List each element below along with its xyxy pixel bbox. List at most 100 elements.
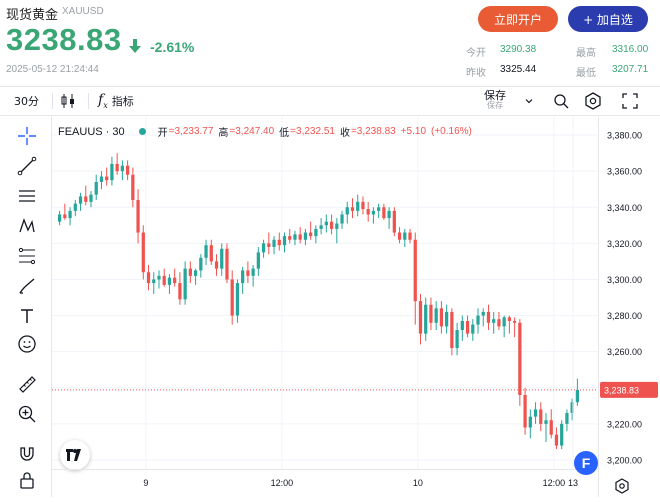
candle-body xyxy=(319,225,323,229)
last-price-label: 3,238.83 xyxy=(604,385,639,395)
assistant-badge[interactable]: F xyxy=(574,451,598,475)
low-label: 最低 xyxy=(576,68,596,79)
candlestick-plot[interactable] xyxy=(52,117,598,469)
x-tick-label: 10 xyxy=(413,478,423,488)
fib-retracement-icon[interactable] xyxy=(14,245,40,267)
zoom-in-icon[interactable] xyxy=(14,403,40,425)
candle-body xyxy=(361,201,365,210)
y-tick-label: 3,360.00 xyxy=(607,167,642,177)
candle-body xyxy=(105,176,109,181)
chevron-down-icon[interactable] xyxy=(524,87,534,115)
y-tick-label: 3,220.00 xyxy=(607,419,642,429)
candle-body xyxy=(183,268,187,300)
fullscreen-icon[interactable] xyxy=(622,87,638,115)
quote-header: 现货黄金 XAUUSD 3238.83 -2.61% 2025-05-12 21… xyxy=(0,0,660,84)
interval-button[interactable]: 30分 xyxy=(14,95,39,108)
y-tick-label: 3,300.00 xyxy=(607,275,642,285)
legend-close-label: 收 xyxy=(339,128,350,139)
text-tool-icon[interactable] xyxy=(14,305,40,327)
lock-drawings-icon[interactable] xyxy=(14,469,40,491)
candle-body xyxy=(152,279,156,284)
candle-body xyxy=(246,270,250,276)
function-icon: fx xyxy=(98,92,108,110)
candle-body xyxy=(528,416,532,428)
candle-body xyxy=(570,402,574,414)
candle-body xyxy=(492,319,496,323)
y-tick-label: 3,260.00 xyxy=(607,347,642,357)
legend-low-label: 低 xyxy=(279,128,290,139)
legend-close-value: =3,238.83 xyxy=(350,126,396,137)
candle-body xyxy=(539,409,543,424)
open-account-button[interactable]: 立即开户 xyxy=(478,6,558,32)
legend-high-label: 高 xyxy=(218,128,229,139)
ruler-icon[interactable] xyxy=(14,373,40,395)
candle-body xyxy=(214,261,219,269)
x-tick-label: 9 xyxy=(143,478,148,488)
candle-body xyxy=(418,301,423,334)
candle-body xyxy=(329,221,334,229)
y-tick-label: 3,280.00 xyxy=(607,311,642,321)
axis-settings-icon[interactable] xyxy=(614,478,630,498)
candle-body xyxy=(209,245,213,262)
candle-body xyxy=(293,234,297,240)
x-tick-label: 12:00 xyxy=(271,478,294,488)
y-tick-label: 3,380.00 xyxy=(607,131,642,141)
candle-body xyxy=(429,304,433,323)
candle-body xyxy=(199,257,203,271)
brush-icon[interactable] xyxy=(14,275,40,297)
candle-body xyxy=(314,228,318,237)
candle-body xyxy=(162,275,166,285)
today-open-label: 今开 xyxy=(466,48,486,59)
settings-icon[interactable] xyxy=(584,87,602,115)
candle-body xyxy=(366,209,370,215)
candle-body xyxy=(261,243,266,253)
price-axis[interactable]: 3,380.00 3,360.00 3,340.00 3,320.00 3,300.00… xyxy=(598,117,660,497)
y-tick-label: 3,340.00 xyxy=(607,203,642,213)
candle-body xyxy=(225,248,229,280)
horizontal-lines-icon[interactable] xyxy=(14,185,40,207)
candle-body xyxy=(204,245,208,258)
candle-body xyxy=(68,210,72,219)
time-axis[interactable]: 9 12:00 10 12:00 13 xyxy=(52,469,598,497)
save-button[interactable]: 保存 保存 xyxy=(484,87,506,115)
candle-body xyxy=(486,311,491,323)
add-watchlist-button[interactable]: + 加自选 xyxy=(568,6,648,32)
legend-open-label: 开 xyxy=(157,128,168,139)
magnet-icon[interactable] xyxy=(14,443,40,465)
indicators-button[interactable]: fx 指标 xyxy=(98,87,134,115)
candle-body xyxy=(125,165,130,175)
chart-toolbar: 30分 fx 指标 保存 保存 xyxy=(0,86,660,116)
candle-body xyxy=(136,200,140,233)
legend-change-pct: (+0.16%) xyxy=(431,126,472,137)
candle-type-icon[interactable] xyxy=(60,87,80,115)
candle-body xyxy=(554,434,559,446)
candle-body xyxy=(220,248,224,269)
arrow-down-icon xyxy=(128,38,142,58)
candle-body xyxy=(413,239,417,302)
tradingview-logo[interactable] xyxy=(60,440,90,470)
candle-body xyxy=(110,163,114,181)
candle-body xyxy=(303,232,308,240)
drawing-toolbar xyxy=(0,117,52,497)
candle-body xyxy=(397,232,402,240)
x-tick-label: 12:00 xyxy=(543,478,566,488)
pattern-icon[interactable] xyxy=(14,215,40,237)
candle-body xyxy=(544,420,548,424)
candle-body xyxy=(89,194,93,202)
trend-line-icon[interactable] xyxy=(14,155,40,177)
candle-body xyxy=(523,394,527,428)
crosshair-icon[interactable] xyxy=(14,125,40,147)
price-chart[interactable] xyxy=(52,117,598,469)
price-axis-scale: 3,380.00 3,360.00 3,340.00 3,320.00 3,300.00… xyxy=(600,131,658,465)
candle-body xyxy=(178,283,182,300)
candle-body xyxy=(408,232,412,240)
save-sublabel: 保存 xyxy=(487,101,503,110)
time-axis-scale: 9 12:00 10 12:00 13 xyxy=(143,478,578,488)
quick-search-icon[interactable] xyxy=(552,87,570,115)
quote-timestamp: 2025-05-12 21:24:44 xyxy=(6,64,99,75)
candle-body xyxy=(309,232,313,237)
emoji-icon[interactable] xyxy=(14,333,40,355)
candle-body xyxy=(188,268,192,276)
candle-body xyxy=(476,315,480,325)
candle-body xyxy=(377,207,381,211)
